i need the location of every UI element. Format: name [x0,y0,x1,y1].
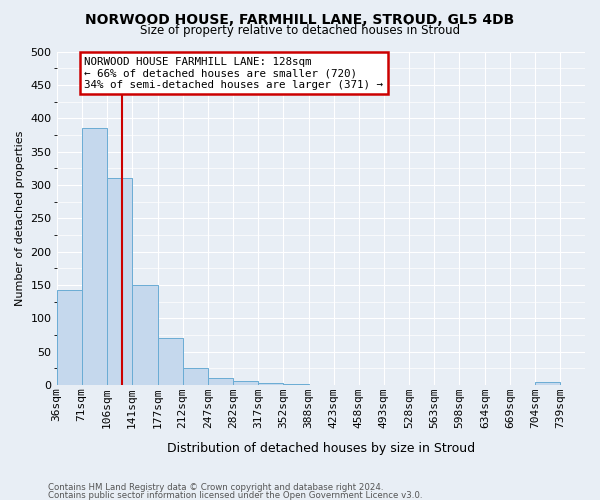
Y-axis label: Number of detached properties: Number of detached properties [15,130,25,306]
Text: Contains public sector information licensed under the Open Government Licence v3: Contains public sector information licen… [48,491,422,500]
Text: Size of property relative to detached houses in Stroud: Size of property relative to detached ho… [140,24,460,37]
Bar [233,381,258,385]
Bar [158,338,182,385]
X-axis label: Distribution of detached houses by size in Stroud: Distribution of detached houses by size … [167,442,475,455]
Bar [82,128,107,385]
Text: NORWOOD HOUSE FARMHILL LANE: 128sqm
← 66% of detached houses are smaller (720)
3: NORWOOD HOUSE FARMHILL LANE: 128sqm ← 66… [85,57,383,90]
Bar [535,382,560,385]
Bar [132,285,158,385]
Text: Contains HM Land Registry data © Crown copyright and database right 2024.: Contains HM Land Registry data © Crown c… [48,484,383,492]
Bar [182,368,208,385]
Bar [107,178,132,385]
Bar [56,290,82,385]
Bar [208,378,233,385]
Text: NORWOOD HOUSE, FARMHILL LANE, STROUD, GL5 4DB: NORWOOD HOUSE, FARMHILL LANE, STROUD, GL… [85,12,515,26]
Bar [283,384,308,385]
Bar [258,383,283,385]
